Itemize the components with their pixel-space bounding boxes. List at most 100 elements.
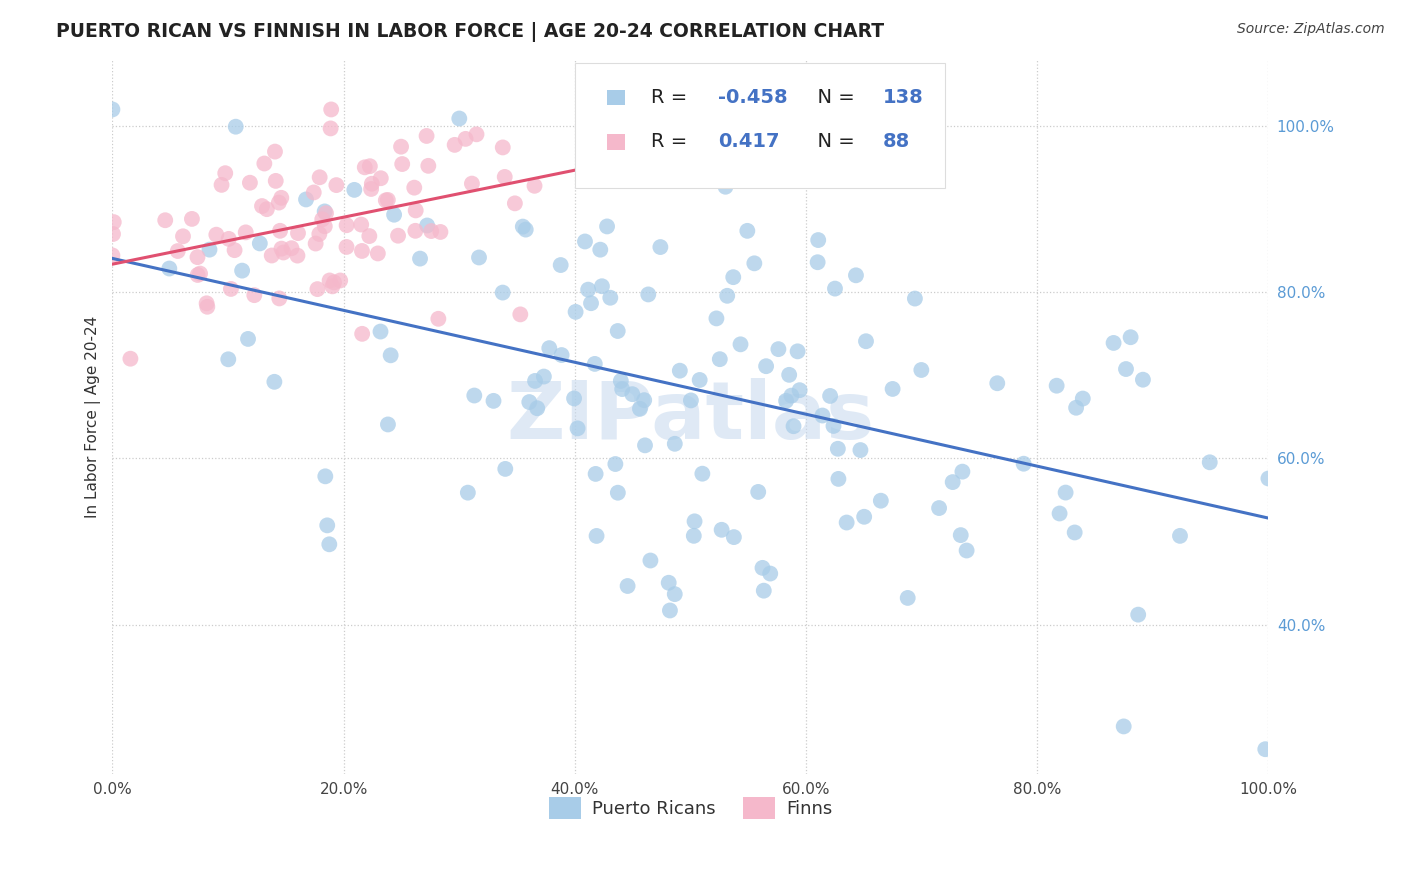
Point (1254, 742, 1277, 756)
Point (526, 401, 548, 416)
Point (683, 514, 706, 528)
Point (287, 249, 309, 263)
Point (823, 419, 845, 434)
Point (418, 159, 440, 173)
Point (420, 224, 443, 238)
Point (155, 213, 177, 227)
Point (308, 170, 330, 185)
Point (314, 469, 336, 483)
Point (243, 288, 266, 302)
Point (350, 218, 373, 232)
Point (550, 258, 572, 272)
Point (523, 178, 546, 193)
Point (1115, 362, 1137, 376)
Point (343, 183, 366, 197)
Point (311, 212, 333, 227)
Text: ZIPatlas: ZIPatlas (506, 378, 875, 456)
Point (747, 484, 769, 499)
Point (319, 121, 342, 136)
Point (198, 243, 221, 257)
Point (503, 196, 526, 211)
Point (942, 475, 965, 489)
Point (574, 235, 596, 249)
Point (1198, 455, 1220, 469)
Point (810, 161, 832, 175)
Point (335, 240, 357, 254)
Point (270, 242, 292, 256)
Point (664, 587, 686, 601)
Point (723, 270, 745, 285)
Point (382, 208, 405, 222)
Point (1049, 507, 1071, 521)
Point (606, 324, 628, 338)
Point (443, 137, 465, 152)
Point (404, 224, 426, 238)
Point (492, 140, 515, 154)
Point (1071, 392, 1094, 406)
Point (195, 300, 218, 314)
Point (588, 131, 610, 145)
Point (157, 261, 180, 276)
Point (658, 603, 681, 617)
Point (389, 139, 412, 153)
Point (225, 120, 247, 134)
Point (669, 364, 692, 378)
Point (387, 228, 409, 243)
Point (468, 251, 491, 265)
Point (1119, 330, 1142, 344)
Point (318, 273, 340, 287)
Point (360, 182, 382, 196)
Point (628, 401, 651, 416)
Text: Source: ZipAtlas.com: Source: ZipAtlas.com (1237, 22, 1385, 37)
Point (709, 352, 731, 367)
Point (457, 485, 479, 500)
Point (1112, 719, 1135, 733)
Point (323, 276, 346, 290)
Point (329, 273, 352, 287)
Point (186, 250, 208, 264)
Point (1012, 457, 1035, 471)
Point (273, 245, 295, 260)
Point (710, 523, 733, 537)
Point (752, 583, 775, 598)
Point (352, 326, 374, 341)
Point (955, 543, 977, 558)
Point (835, 516, 858, 530)
Point (811, 409, 834, 423)
Point (280, 241, 302, 255)
Point (723, 530, 745, 544)
Point (380, 348, 402, 362)
Point (416, 219, 439, 233)
Point (374, 194, 396, 208)
Point (807, 233, 830, 247)
Point (789, 383, 811, 397)
Point (897, 591, 920, 605)
Point (263, 375, 285, 389)
Point (616, 579, 638, 593)
Point (218, 232, 240, 246)
Point (195, 296, 218, 310)
Point (287, 226, 309, 240)
Point (465, 128, 488, 142)
Point (605, 457, 627, 471)
Point (360, 177, 382, 191)
Point (515, 222, 537, 236)
Point (336, 218, 359, 232)
Text: -0.458: -0.458 (718, 88, 787, 107)
Point (562, 392, 585, 406)
Point (181, 211, 204, 226)
Text: R =: R = (651, 88, 693, 107)
Text: N =: N = (804, 132, 860, 152)
Point (314, 204, 336, 219)
Point (463, 388, 485, 402)
Point (682, 529, 704, 543)
Point (640, 553, 662, 567)
Point (211, 178, 233, 192)
Point (612, 382, 634, 396)
Point (482, 393, 505, 408)
Point (904, 292, 927, 306)
Point (269, 292, 291, 306)
Point (295, 193, 318, 207)
Point (744, 256, 766, 270)
Point (1063, 525, 1085, 540)
